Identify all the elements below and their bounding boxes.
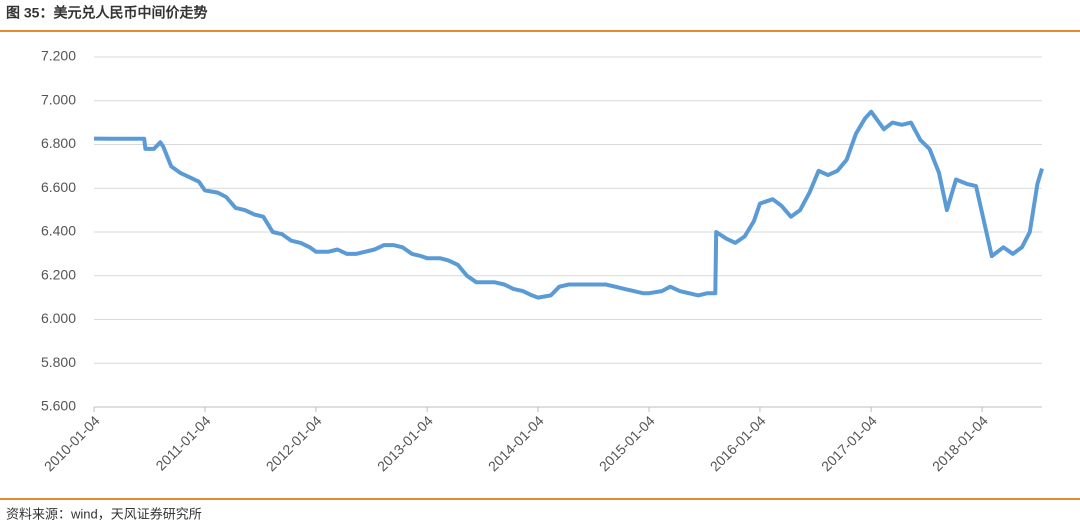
y-tick-label: 5.800 xyxy=(41,354,76,370)
x-tick-label: 2016-01-04 xyxy=(707,412,769,474)
y-tick-label: 7.000 xyxy=(41,91,76,107)
x-tick-label: 2011-01-04 xyxy=(152,412,213,473)
x-tick-label: 2012-01-04 xyxy=(263,412,325,474)
y-tick-label: 6.800 xyxy=(41,135,76,151)
y-tick-label: 5.600 xyxy=(41,398,76,414)
y-tick-label: 6.200 xyxy=(41,266,76,282)
y-tick-label: 6.600 xyxy=(41,179,76,195)
source-note: 资料来源：wind，天风证券研究所 xyxy=(6,506,202,521)
x-tick-label: 2013-01-04 xyxy=(374,412,436,474)
data-line xyxy=(93,109,1044,300)
x-tick-label: 2014-01-04 xyxy=(485,412,547,474)
x-tick-label: 2015-01-04 xyxy=(596,412,658,474)
y-tick-label: 6.000 xyxy=(41,310,76,326)
x-tick-label: 2010-01-04 xyxy=(41,412,103,474)
chart-title: 图 35：美元兑人民币中间价走势 xyxy=(6,5,207,21)
x-tick-label: 2018-01-04 xyxy=(929,412,991,474)
x-tick-label: 2017-01-04 xyxy=(818,412,880,474)
y-tick-label: 6.400 xyxy=(41,223,76,239)
y-tick-label: 7.200 xyxy=(41,48,76,64)
